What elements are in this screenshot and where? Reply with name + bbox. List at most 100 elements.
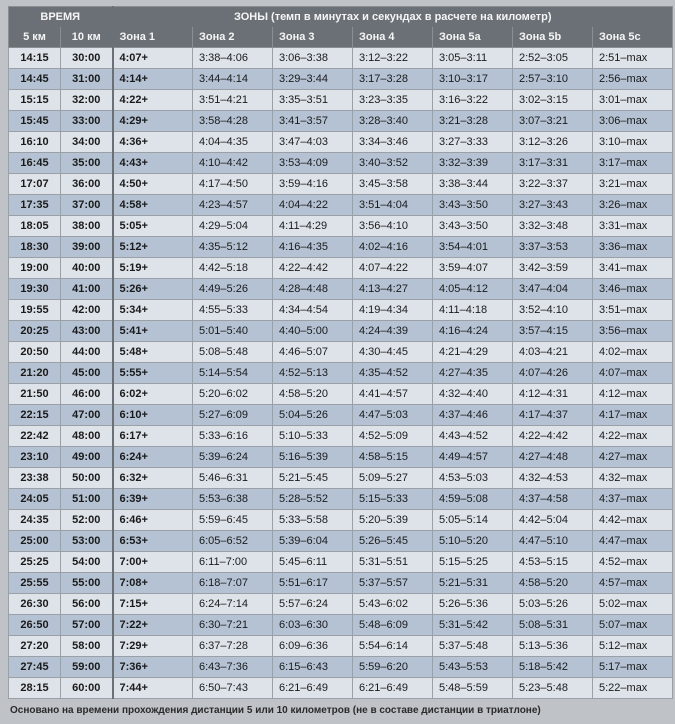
cell-z1: 6:53+ — [113, 531, 193, 552]
table-row: 18:3039:005:12+4:35–5:124:16–4:354:02–4:… — [9, 237, 673, 258]
cell-t10: 31:00 — [61, 69, 113, 90]
cell-z1: 5:48+ — [113, 342, 193, 363]
cell-z3: 5:16–5:39 — [273, 447, 353, 468]
cell-z3: 6:21–6:49 — [273, 678, 353, 699]
cell-z4: 4:47–5:03 — [353, 405, 433, 426]
cell-z4: 5:09–5:27 — [353, 468, 433, 489]
cell-z5a: 4:59–5:08 — [433, 489, 513, 510]
cell-z5a: 4:27–4:35 — [433, 363, 513, 384]
cell-z4: 4:52–5:09 — [353, 426, 433, 447]
cell-z1: 4:43+ — [113, 153, 193, 174]
cell-t5: 22:15 — [9, 405, 61, 426]
cell-z5b: 3:22–3:37 — [513, 174, 593, 195]
table-row: 18:0538:005:05+4:29–5:044:11–4:293:56–4:… — [9, 216, 673, 237]
cell-z4: 4:13–4:27 — [353, 279, 433, 300]
cell-z5c: 4:02–max — [593, 342, 673, 363]
cell-t10: 48:00 — [61, 426, 113, 447]
cell-z1: 7:36+ — [113, 657, 193, 678]
cell-t5: 28:15 — [9, 678, 61, 699]
cell-z5a: 3:10–3:17 — [433, 69, 513, 90]
cell-z5b: 3:42–3:59 — [513, 258, 593, 279]
cell-t5: 16:10 — [9, 132, 61, 153]
cell-z1: 5:05+ — [113, 216, 193, 237]
cell-t5: 14:45 — [9, 69, 61, 90]
cell-t10: 40:00 — [61, 258, 113, 279]
cell-z3: 3:35–3:51 — [273, 90, 353, 111]
cell-z3: 5:28–5:52 — [273, 489, 353, 510]
cell-z5a: 5:15–5:25 — [433, 552, 513, 573]
cell-t5: 25:00 — [9, 531, 61, 552]
cell-z3: 5:39–6:04 — [273, 531, 353, 552]
cell-z2: 4:35–5:12 — [193, 237, 273, 258]
cell-z5a: 5:10–5:20 — [433, 531, 513, 552]
cell-z3: 5:45–6:11 — [273, 552, 353, 573]
cell-t5: 16:45 — [9, 153, 61, 174]
cell-z4: 4:30–4:45 — [353, 342, 433, 363]
cell-z4: 5:20–5:39 — [353, 510, 433, 531]
cell-z5b: 4:27–4:48 — [513, 447, 593, 468]
table-row: 14:4531:004:14+3:44–4:143:29–3:443:17–3:… — [9, 69, 673, 90]
cell-z5b: 4:42–5:04 — [513, 510, 593, 531]
cell-z2: 5:14–5:54 — [193, 363, 273, 384]
cell-z5c: 3:17–max — [593, 153, 673, 174]
cell-z4: 3:28–3:40 — [353, 111, 433, 132]
cell-z2: 5:01–5:40 — [193, 321, 273, 342]
cell-z5c: 4:27–max — [593, 447, 673, 468]
cell-z2: 4:49–5:26 — [193, 279, 273, 300]
cell-z1: 7:00+ — [113, 552, 193, 573]
cell-z1: 7:15+ — [113, 594, 193, 615]
cell-t5: 19:00 — [9, 258, 61, 279]
cell-z5a: 4:16–4:24 — [433, 321, 513, 342]
cell-t5: 23:10 — [9, 447, 61, 468]
cell-z2: 5:08–5:48 — [193, 342, 273, 363]
cell-z5a: 3:38–3:44 — [433, 174, 513, 195]
header-zone2: Зона 2 — [193, 27, 273, 48]
cell-z5c: 3:36–max — [593, 237, 673, 258]
cell-z1: 4:58+ — [113, 195, 193, 216]
header-zones-group: ЗОНЫ (темп в минутах и секундах в расчет… — [113, 7, 673, 28]
cell-t10: 33:00 — [61, 111, 113, 132]
cell-z2: 5:39–6:24 — [193, 447, 273, 468]
table-row: 20:5044:005:48+5:08–5:484:46–5:074:30–4:… — [9, 342, 673, 363]
cell-z1: 6:10+ — [113, 405, 193, 426]
cell-z1: 7:22+ — [113, 615, 193, 636]
cell-z5c: 3:31–max — [593, 216, 673, 237]
cell-z1: 7:08+ — [113, 573, 193, 594]
cell-z5b: 4:12–4:31 — [513, 384, 593, 405]
header-10km: 10 км — [61, 27, 113, 48]
cell-z5b: 4:17–4:37 — [513, 405, 593, 426]
cell-z5b: 3:47–4:04 — [513, 279, 593, 300]
cell-z5a: 5:26–5:36 — [433, 594, 513, 615]
cell-z5a: 3:32–3:39 — [433, 153, 513, 174]
cell-z3: 5:33–5:58 — [273, 510, 353, 531]
cell-z4: 4:02–4:16 — [353, 237, 433, 258]
cell-z3: 5:21–5:45 — [273, 468, 353, 489]
cell-z5c: 4:32–max — [593, 468, 673, 489]
cell-z5c: 5:07–max — [593, 615, 673, 636]
cell-z2: 6:37–7:28 — [193, 636, 273, 657]
cell-z5b: 3:57–4:15 — [513, 321, 593, 342]
cell-z5a: 4:43–4:52 — [433, 426, 513, 447]
cell-t10: 41:00 — [61, 279, 113, 300]
cell-z4: 3:23–3:35 — [353, 90, 433, 111]
cell-z5a: 5:48–5:59 — [433, 678, 513, 699]
cell-z2: 6:30–7:21 — [193, 615, 273, 636]
cell-z4: 3:40–3:52 — [353, 153, 433, 174]
cell-z3: 3:53–4:09 — [273, 153, 353, 174]
cell-z2: 4:04–4:35 — [193, 132, 273, 153]
cell-t10: 30:00 — [61, 48, 113, 69]
cell-z5b: 4:03–4:21 — [513, 342, 593, 363]
cell-z2: 3:51–4:21 — [193, 90, 273, 111]
cell-t5: 17:07 — [9, 174, 61, 195]
cell-t5: 19:55 — [9, 300, 61, 321]
cell-z1: 6:24+ — [113, 447, 193, 468]
cell-z3: 5:51–6:17 — [273, 573, 353, 594]
cell-t10: 45:00 — [61, 363, 113, 384]
cell-z5c: 3:21–max — [593, 174, 673, 195]
cell-t10: 53:00 — [61, 531, 113, 552]
cell-z3: 6:15–6:43 — [273, 657, 353, 678]
cell-t5: 17:35 — [9, 195, 61, 216]
cell-z5b: 5:18–5:42 — [513, 657, 593, 678]
cell-z2: 6:43–7:36 — [193, 657, 273, 678]
cell-z4: 5:48–6:09 — [353, 615, 433, 636]
